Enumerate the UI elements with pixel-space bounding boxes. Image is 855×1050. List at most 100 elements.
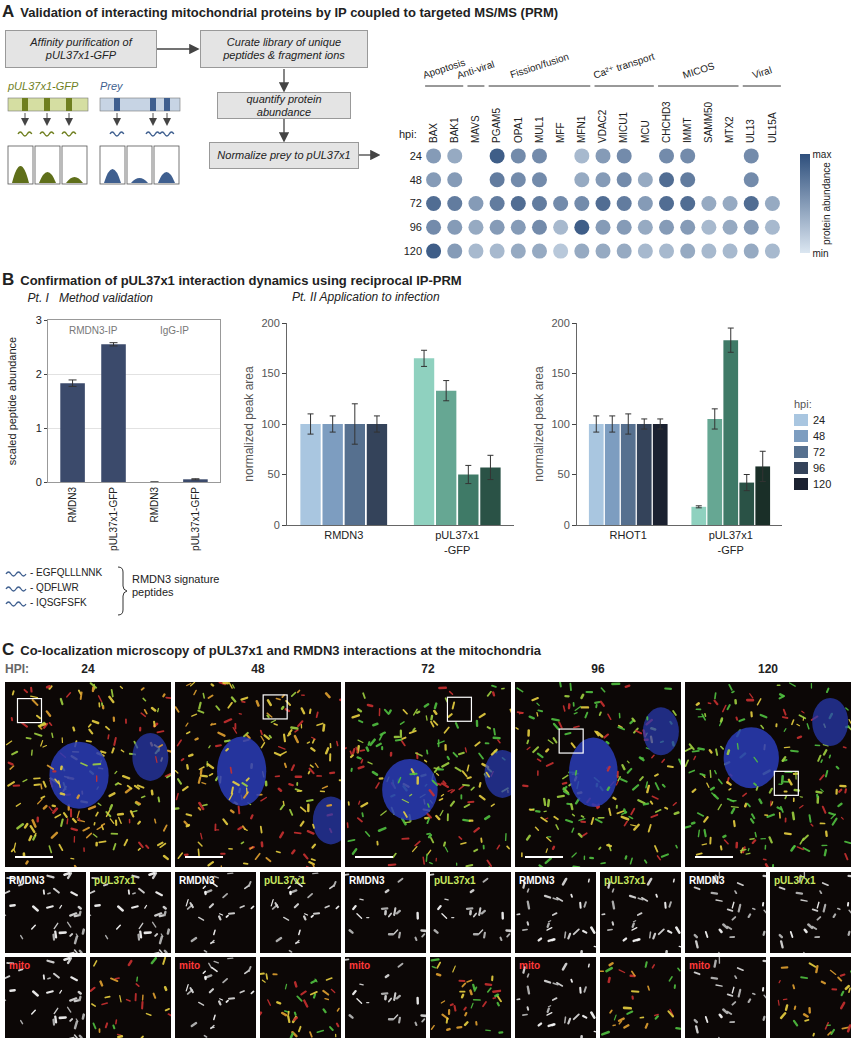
html-text:24: 24 bbox=[81, 662, 95, 676]
html-text:48: 48 bbox=[813, 430, 826, 442]
svg-text:BAK1: BAK1 bbox=[449, 117, 460, 143]
svg-text:200: 200 bbox=[551, 317, 569, 329]
html-text:B Confirmation of pUL37x1 inte: B Confirmation of pUL37x1 interaction dy… bbox=[2, 270, 462, 289]
svg-text:max: max bbox=[813, 149, 832, 160]
html-text:A Validation of interacting mi: A Validation of interacting mitochondria… bbox=[2, 2, 559, 21]
svg-text:pUL37x1-GFP: pUL37x1-GFP bbox=[190, 487, 201, 551]
svg-text:mito: mito bbox=[519, 960, 540, 971]
svg-text:50: 50 bbox=[558, 468, 570, 480]
svg-text:mito: mito bbox=[179, 960, 200, 971]
svg-text:72: 72 bbox=[410, 197, 422, 209]
svg-text:pUL37x1-GFP: pUL37x1-GFP bbox=[435, 529, 479, 555]
html-text:96: 96 bbox=[591, 662, 605, 676]
svg-text:pUL37x1: pUL37x1 bbox=[94, 875, 136, 886]
svg-text:mito: mito bbox=[349, 960, 370, 971]
svg-text:Anti-viral: Anti-viral bbox=[455, 58, 495, 80]
svg-text:RMDN3: RMDN3 bbox=[67, 487, 78, 523]
html-text:120: 120 bbox=[758, 662, 778, 676]
svg-text:mito: mito bbox=[689, 960, 710, 971]
html-text:C Co-localization microscopy o: C Co-localization microscopy of pUL37x1 … bbox=[2, 640, 542, 659]
svg-text:SAMM50: SAMM50 bbox=[703, 101, 714, 143]
svg-text:CHCHD3: CHCHD3 bbox=[661, 101, 672, 143]
svg-text:MFF: MFF bbox=[555, 122, 566, 143]
svg-text:0: 0 bbox=[564, 519, 570, 531]
svg-text:MUL1: MUL1 bbox=[534, 116, 545, 143]
svg-text:protein abundance: protein abundance bbox=[821, 162, 832, 245]
svg-text:MTX2: MTX2 bbox=[724, 116, 735, 143]
svg-text:RMDN3: RMDN3 bbox=[149, 487, 160, 523]
svg-text:0: 0 bbox=[36, 476, 42, 488]
svg-text:96: 96 bbox=[410, 221, 422, 233]
svg-text:pUL37x1-GFP: pUL37x1-GFP bbox=[709, 529, 753, 555]
svg-text:50: 50 bbox=[268, 468, 280, 480]
svg-text:UL13: UL13 bbox=[745, 119, 756, 143]
html-text:Curate library of unique pepti: Curate library of unique peptides & frag… bbox=[223, 36, 345, 61]
svg-text:120: 120 bbox=[404, 245, 422, 257]
svg-text:min: min bbox=[813, 248, 829, 259]
svg-text:100: 100 bbox=[261, 418, 279, 430]
svg-text:24: 24 bbox=[410, 150, 422, 162]
html-text:RMDN3 signature peptides: RMDN3 signature peptides bbox=[132, 573, 220, 598]
html-text:pUL37x1-GFP: pUL37x1-GFP bbox=[8, 80, 79, 92]
html-text:48: 48 bbox=[251, 662, 265, 676]
svg-text:Pt. I Method validation: Pt. I Method validation bbox=[28, 291, 154, 305]
svg-text:RMDN3: RMDN3 bbox=[519, 875, 555, 886]
svg-text:Viral: Viral bbox=[751, 64, 773, 81]
svg-text:2: 2 bbox=[36, 368, 42, 380]
html-text:72: 72 bbox=[813, 446, 826, 458]
svg-text:scaled peptide abundance: scaled peptide abundance bbox=[6, 337, 18, 465]
html-text:Prey: Prey bbox=[100, 80, 123, 92]
svg-text:pUL37x1-GFP: pUL37x1-GFP bbox=[108, 487, 119, 551]
svg-text:BAX: BAX bbox=[428, 123, 439, 143]
svg-text:mito: mito bbox=[9, 960, 30, 971]
html-text:120: 120 bbox=[813, 478, 832, 490]
svg-text:VDAC2: VDAC2 bbox=[597, 109, 608, 143]
svg-text:IMMT: IMMT bbox=[682, 117, 693, 143]
svg-text:1: 1 bbox=[36, 422, 42, 434]
html-text:Normalize prey to pUL37x1: Normalize prey to pUL37x1 bbox=[217, 149, 351, 161]
svg-text:OPA1: OPA1 bbox=[513, 117, 524, 143]
svg-text:MAVS: MAVS bbox=[470, 115, 481, 143]
html-text:72: 72 bbox=[421, 662, 435, 676]
svg-text:normalized peak area: normalized peak area bbox=[242, 366, 256, 482]
svg-text:RHOT1: RHOT1 bbox=[610, 529, 647, 541]
svg-text:MICU1: MICU1 bbox=[618, 111, 629, 143]
svg-text:MFN1: MFN1 bbox=[576, 115, 587, 143]
svg-text:hpi:: hpi: bbox=[399, 128, 417, 140]
html-text:- EGFQLLLNNK: - EGFQLLLNNK bbox=[30, 567, 103, 578]
html-text:quantify protein abundance: quantify protein abundance bbox=[246, 92, 322, 118]
svg-text:pUL37x1: pUL37x1 bbox=[604, 875, 646, 886]
html-text:hpi:: hpi: bbox=[794, 398, 812, 410]
html-text:Affinity purification of pUL37: Affinity purification of pUL37x1-GFP bbox=[30, 36, 132, 61]
svg-text:Fission/fusion: Fission/fusion bbox=[509, 51, 571, 80]
svg-text:200: 200 bbox=[261, 317, 279, 329]
svg-text:48: 48 bbox=[410, 174, 422, 186]
svg-text:Ca²⁺ transport: Ca²⁺ transport bbox=[592, 50, 656, 80]
html-text:HPI:: HPI: bbox=[5, 662, 29, 676]
svg-text:150: 150 bbox=[551, 367, 569, 379]
svg-text:pUL37x1: pUL37x1 bbox=[434, 875, 476, 886]
svg-text:pUL37x1: pUL37x1 bbox=[774, 875, 816, 886]
svg-text:RMDN3-IP: RMDN3-IP bbox=[69, 325, 118, 336]
html-text:Pt. II Application to infectio: Pt. II Application to infection bbox=[292, 290, 440, 304]
svg-text:0: 0 bbox=[274, 519, 280, 531]
svg-text:IgG-IP: IgG-IP bbox=[160, 325, 189, 336]
svg-text:RMDN3: RMDN3 bbox=[689, 875, 725, 886]
svg-text:Apoptosis: Apoptosis bbox=[421, 57, 466, 81]
svg-text:RMDN3: RMDN3 bbox=[349, 875, 385, 886]
svg-text:MICOS: MICOS bbox=[681, 60, 716, 81]
svg-text:100: 100 bbox=[551, 418, 569, 430]
svg-text:RMDN3: RMDN3 bbox=[179, 875, 215, 886]
html-text:- QDFLWR: - QDFLWR bbox=[30, 582, 79, 593]
svg-text:150: 150 bbox=[261, 367, 279, 379]
svg-text:pUL37x1: pUL37x1 bbox=[264, 875, 306, 886]
svg-text:RMDN3: RMDN3 bbox=[324, 529, 363, 541]
svg-text:UL15A: UL15A bbox=[767, 112, 778, 143]
svg-text:3: 3 bbox=[36, 314, 42, 326]
svg-text:normalized peak area: normalized peak area bbox=[532, 366, 546, 482]
html-text:24: 24 bbox=[813, 414, 826, 426]
svg-text:PGAM5: PGAM5 bbox=[491, 108, 502, 143]
svg-text:MCU: MCU bbox=[640, 120, 651, 143]
html-text:96: 96 bbox=[813, 462, 826, 474]
svg-text:RMDN3: RMDN3 bbox=[9, 875, 45, 886]
